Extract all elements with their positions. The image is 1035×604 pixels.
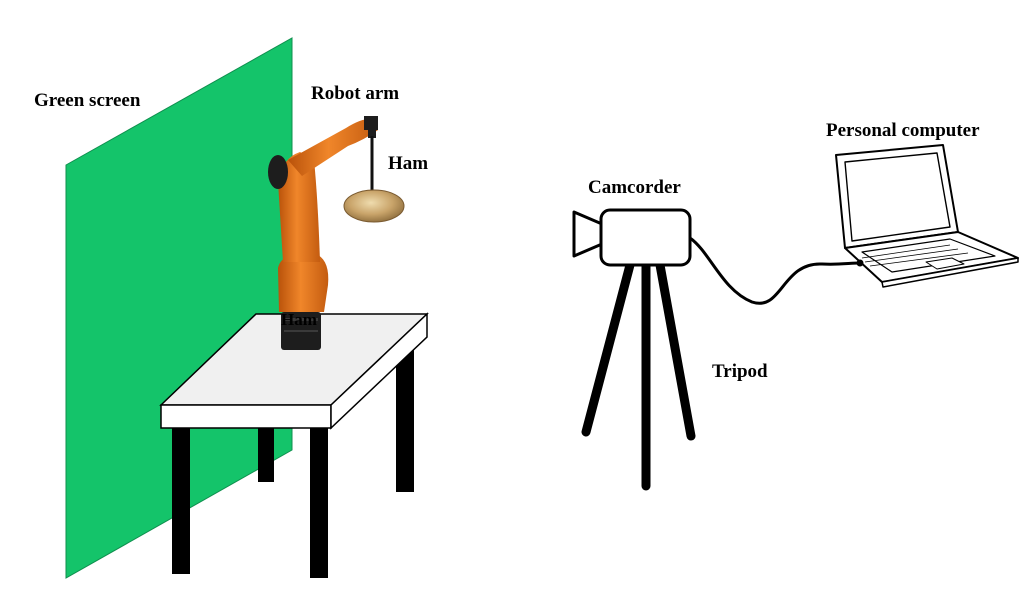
camcorder-lens bbox=[572, 210, 604, 258]
laptop-port bbox=[856, 259, 864, 267]
table-leg-front-left bbox=[172, 426, 190, 574]
label-tripod: Tripod bbox=[712, 361, 768, 382]
label-green-screen: Green screen bbox=[34, 90, 141, 111]
camcorder bbox=[572, 208, 692, 267]
table-leg-back-right bbox=[396, 335, 414, 492]
tripod-leg-right bbox=[655, 260, 696, 441]
laptop-screen bbox=[844, 152, 951, 242]
robot-wrist bbox=[364, 116, 378, 130]
robot-flange bbox=[368, 128, 376, 138]
label-ham: Ham bbox=[388, 153, 429, 174]
label-ham-base: Ham bbox=[281, 310, 317, 329]
robot-elbow-motor bbox=[268, 155, 288, 189]
label-camcorder: Camcorder bbox=[588, 177, 681, 198]
table-side-edge bbox=[330, 312, 428, 430]
table bbox=[159, 312, 429, 578]
ham bbox=[343, 189, 405, 223]
green-screen bbox=[65, 37, 293, 579]
robot-arm bbox=[268, 116, 378, 350]
label-personal-computer: Personal computer bbox=[826, 120, 980, 141]
tripod bbox=[581, 260, 696, 491]
robot-forearm bbox=[288, 118, 378, 176]
tripod-leg-left bbox=[581, 260, 635, 437]
table-leg-front-right bbox=[310, 426, 328, 578]
robot-upper-link bbox=[278, 152, 320, 262]
laptop-keyboard bbox=[861, 238, 996, 273]
table-leg-back-left bbox=[258, 425, 274, 482]
laptop-front-edge bbox=[881, 257, 1019, 288]
video-cable bbox=[689, 236, 861, 305]
robot-lower-body bbox=[278, 255, 329, 312]
laptop-touchpad bbox=[925, 257, 965, 270]
camcorder-body bbox=[599, 208, 692, 267]
table-front-edge bbox=[160, 404, 332, 429]
label-robot-arm: Robot arm bbox=[311, 83, 400, 104]
laptop bbox=[835, 144, 1019, 288]
